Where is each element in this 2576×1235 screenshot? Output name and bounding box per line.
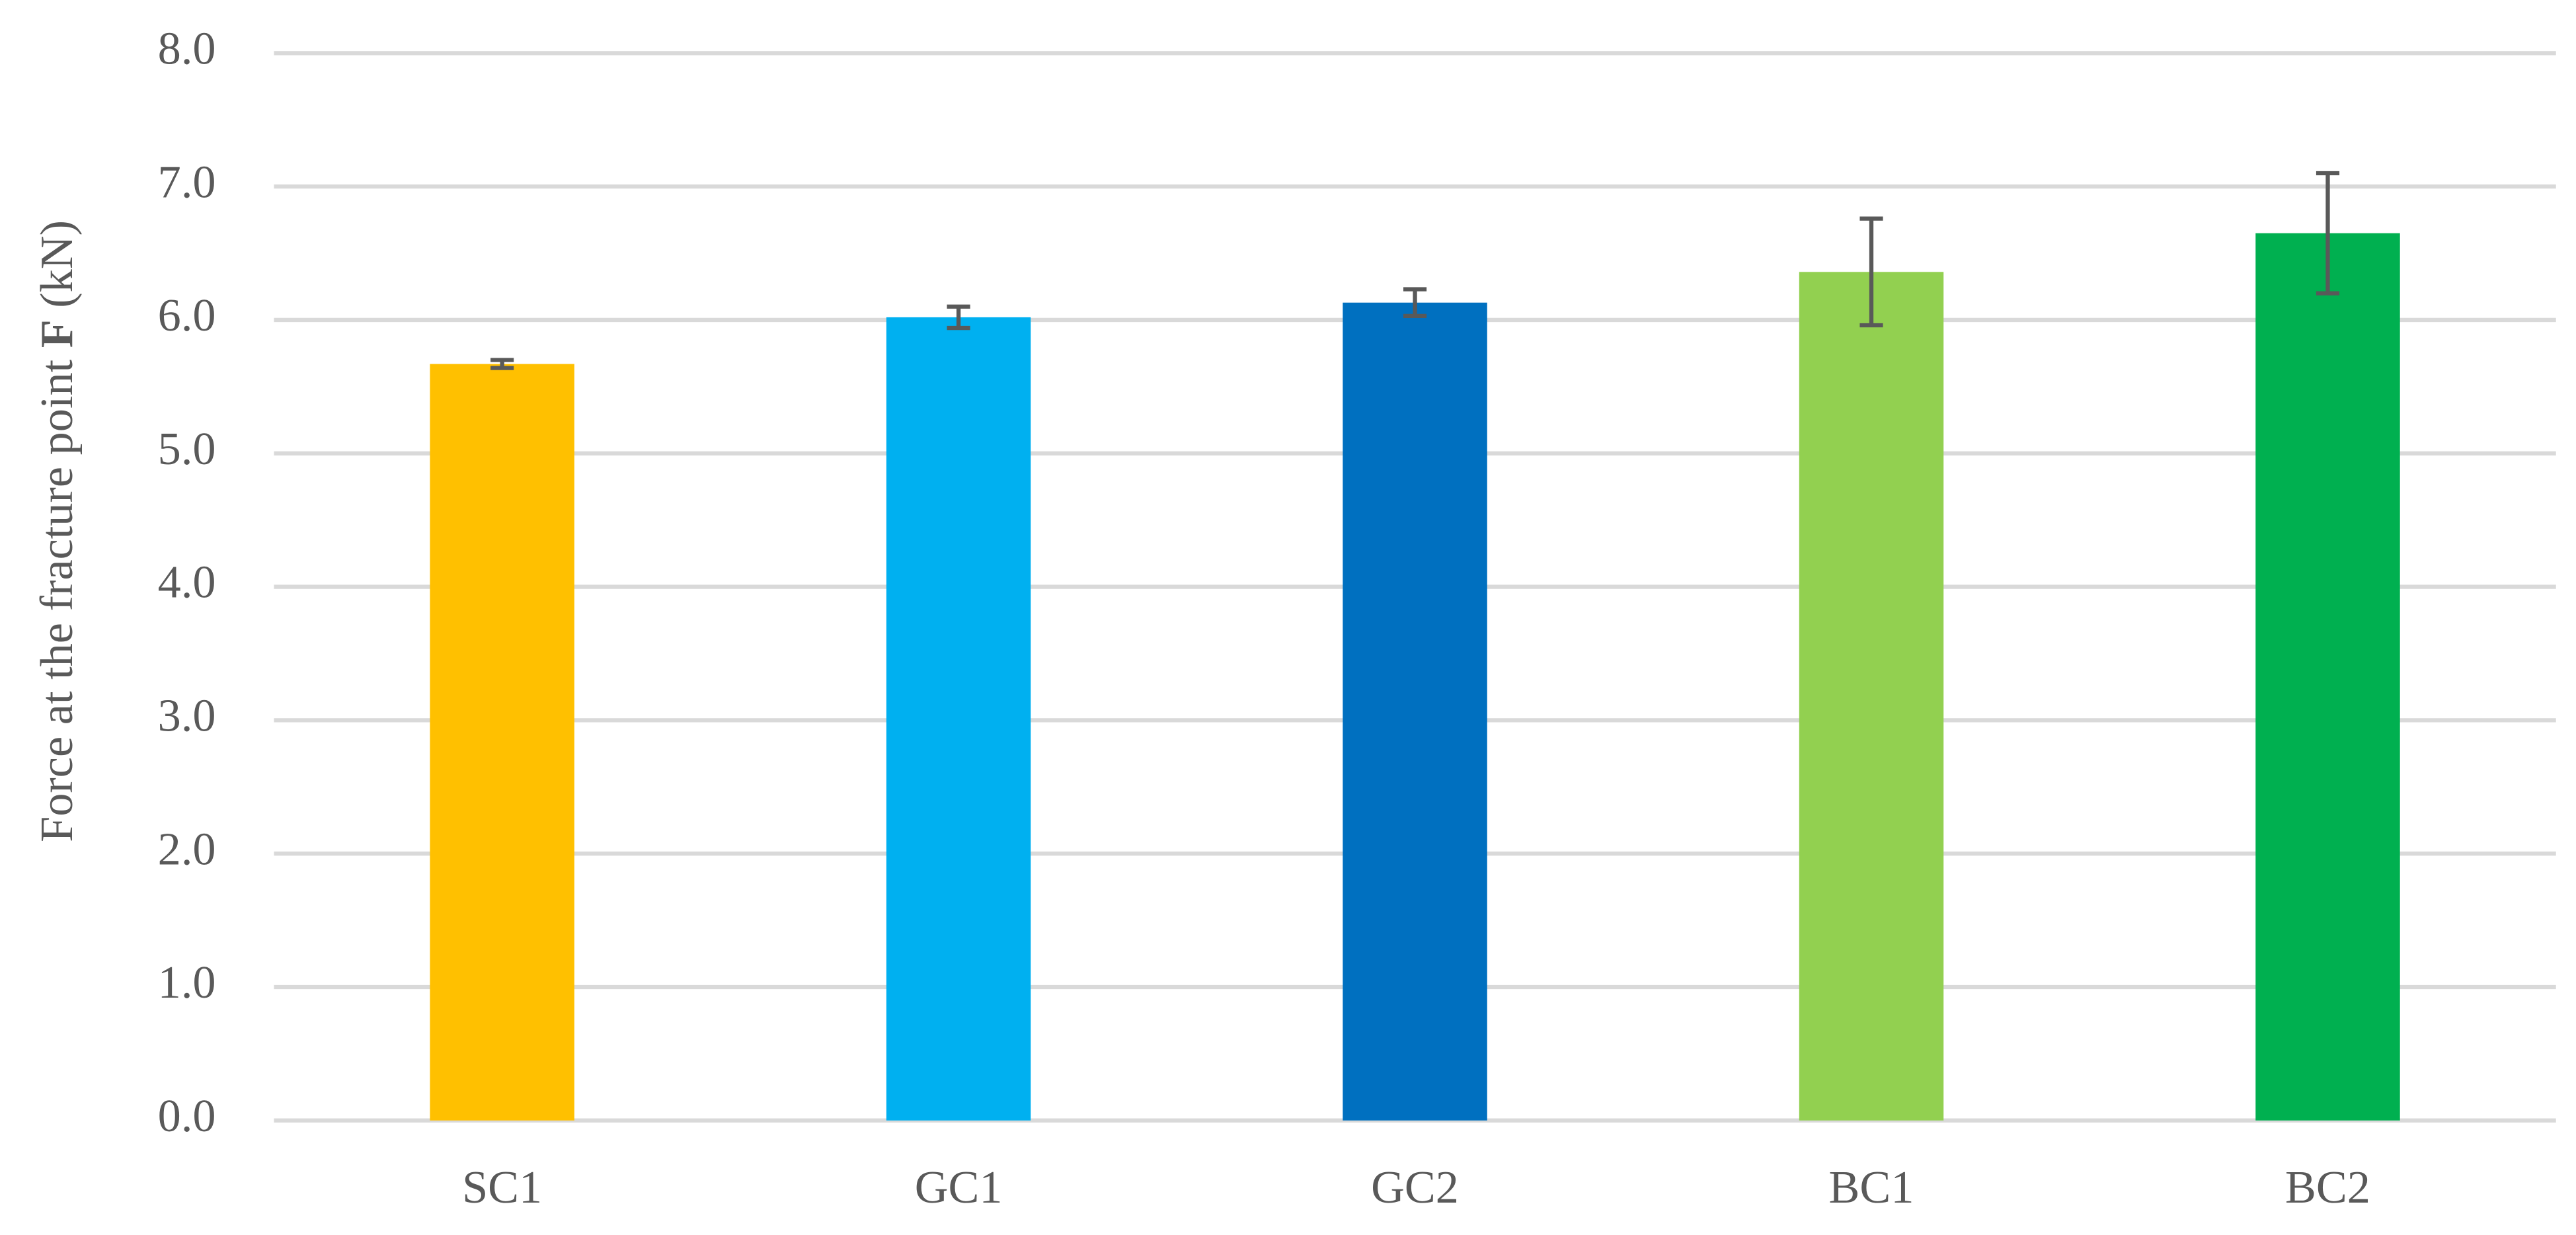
error-bar: [947, 304, 970, 331]
bar: [1343, 302, 1487, 1121]
x-tick-label: BC2: [2285, 1162, 2370, 1213]
error-bar: [1403, 287, 1427, 319]
y-axis-label-unit: (kN): [31, 220, 83, 308]
bar: [1799, 272, 1944, 1121]
error-bar: [1859, 216, 1883, 328]
x-tick-label: SC1: [462, 1162, 542, 1213]
y-axis-label-text: Force at the fracture point: [31, 359, 83, 842]
y-tick-label: 5.0: [158, 423, 216, 475]
bar: [430, 364, 574, 1121]
y-tick-label: 2.0: [158, 823, 216, 875]
x-tick-label: GC1: [915, 1162, 1003, 1213]
bar: [2255, 233, 2400, 1121]
y-axis-label-symbol: F: [31, 319, 83, 348]
x-tick-label: BC1: [1829, 1162, 1914, 1213]
error-bar: [490, 358, 514, 370]
y-tick-label: 8.0: [158, 22, 216, 74]
y-axis-label: Force at the fracture point F (kN): [31, 220, 83, 842]
y-tick-label: 6.0: [158, 290, 216, 341]
x-tick-label: GC2: [1371, 1162, 1459, 1213]
y-tick-label: 0.0: [158, 1090, 216, 1142]
y-tick-label: 1.0: [158, 957, 216, 1008]
y-tick-label: 3.0: [158, 690, 216, 741]
error-bar: [2316, 171, 2340, 296]
y-tick-label: 4.0: [158, 557, 216, 608]
bar: [886, 317, 1031, 1121]
y-tick-label: 7.0: [158, 156, 216, 208]
